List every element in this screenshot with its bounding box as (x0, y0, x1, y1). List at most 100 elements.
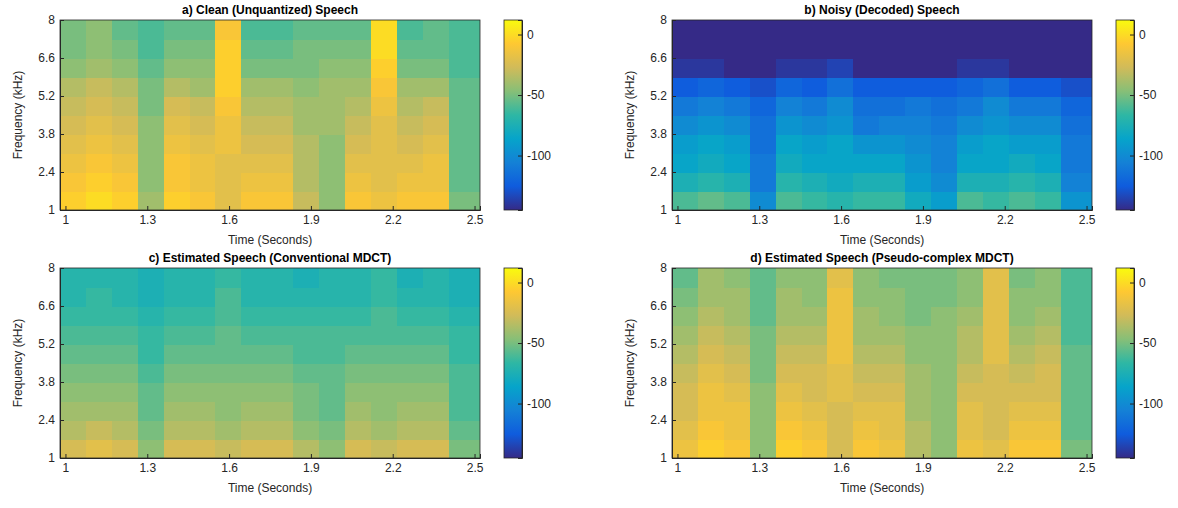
cell (879, 96, 905, 116)
cell (827, 268, 853, 288)
cell (345, 134, 371, 154)
y-tick: 3.8 (38, 127, 64, 141)
cell (957, 306, 983, 326)
cell (827, 382, 853, 402)
cell (371, 344, 397, 364)
cell (397, 401, 423, 421)
x-tick-label: 2.5 (467, 213, 484, 227)
cell (698, 96, 724, 116)
cell (1009, 363, 1035, 383)
cell (750, 39, 776, 59)
x-tick-label: 2.2 (385, 213, 402, 227)
cell (267, 306, 293, 326)
x-axis: 11.31.61.92.22.5 (61, 454, 484, 475)
cell (905, 172, 931, 192)
cell (319, 39, 345, 59)
cell (190, 172, 216, 192)
x-tick: 2.5 (467, 206, 484, 227)
y-tick-label: 3.8 (38, 127, 55, 141)
cell (190, 306, 216, 326)
cell (853, 401, 879, 421)
cell (371, 287, 397, 307)
y-tick-mark (60, 58, 64, 59)
cell (776, 134, 802, 154)
cell (1009, 401, 1035, 421)
cell (802, 134, 828, 154)
cell (905, 363, 931, 383)
cell (397, 344, 423, 364)
cell (371, 420, 397, 440)
cell (164, 306, 190, 326)
cell (293, 96, 319, 116)
y-tick-mark (672, 58, 676, 59)
y-tick: 3.8 (38, 375, 64, 389)
cell (345, 77, 371, 97)
cell (698, 344, 724, 364)
colorbar-tick-label: -50 (1139, 88, 1157, 102)
cell (802, 306, 828, 326)
cell (190, 153, 216, 173)
cell (802, 287, 828, 307)
y-axis: 12.43.85.26.68 (38, 13, 64, 217)
cell (319, 382, 345, 402)
cell (750, 96, 776, 116)
cell (1061, 153, 1092, 173)
y-tick-label: 2.4 (650, 165, 667, 179)
cell (827, 58, 853, 78)
cell (1009, 287, 1035, 307)
cell (1035, 191, 1061, 210)
x-tick: 2.5 (467, 454, 484, 475)
cell (215, 20, 241, 40)
y-tick-label: 5.2 (650, 89, 667, 103)
x-tick: 1.9 (915, 454, 932, 475)
y-tick-mark (672, 172, 676, 173)
cell (371, 401, 397, 421)
x-tick-label: 1 (675, 213, 682, 227)
cell (190, 439, 216, 458)
y-tick-mark (60, 306, 64, 307)
cell (750, 134, 776, 154)
cell (724, 134, 750, 154)
cell (190, 96, 216, 116)
y-axis-title: Frequency (kHz) (623, 71, 637, 160)
cell (112, 306, 138, 326)
cell (86, 77, 112, 97)
cell (138, 39, 164, 59)
cell (293, 439, 319, 458)
y-tick-mark (672, 210, 676, 211)
cell (776, 191, 802, 210)
panel-title: d) Estimated Speech (Pseudo-complex MDCT… (750, 251, 1013, 265)
y-tick-label: 1 (48, 451, 55, 465)
colorbar: 0-50-100 (504, 20, 551, 211)
cell (190, 77, 216, 97)
cell (423, 344, 449, 364)
y-tick-mark (672, 458, 676, 459)
cell (672, 325, 698, 345)
cell (138, 96, 164, 116)
y-tick: 2.4 (38, 165, 64, 179)
cell (672, 382, 698, 402)
cell (397, 172, 423, 192)
cell (371, 96, 397, 116)
cell (60, 420, 86, 440)
cell (776, 306, 802, 326)
cell (1009, 77, 1035, 97)
cell (879, 306, 905, 326)
cell (672, 115, 698, 135)
cell (112, 439, 138, 458)
cell (86, 134, 112, 154)
cell (345, 439, 371, 458)
colorbar-tick-label: 0 (527, 28, 534, 42)
cell (138, 363, 164, 383)
cell (345, 268, 371, 288)
cell (905, 77, 931, 97)
cell (1035, 39, 1061, 59)
y-tick-mark (60, 268, 64, 269)
y-axis-title: Frequency (kHz) (11, 319, 25, 408)
cell (1009, 153, 1035, 173)
colorbar-tick-label: -100 (527, 149, 551, 163)
cell (112, 344, 138, 364)
cell (1009, 439, 1035, 458)
cell (319, 115, 345, 135)
cell (931, 382, 957, 402)
